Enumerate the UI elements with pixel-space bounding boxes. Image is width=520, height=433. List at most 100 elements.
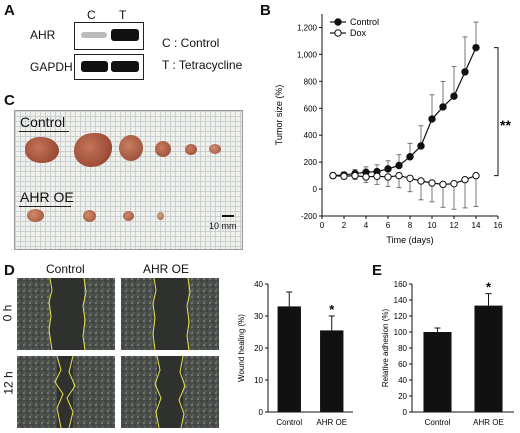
panel-e-letter: E xyxy=(372,262,383,279)
legend-tetracycline: T : Tetracycline xyxy=(162,58,243,72)
x-tick-label: 16 xyxy=(494,221,503,230)
y-tick-label: 30 xyxy=(254,312,263,321)
bar-control xyxy=(277,306,301,412)
panel-a-letter: A xyxy=(4,2,15,19)
gapdh-band-tet xyxy=(111,61,139,72)
scale-label: 10 mm xyxy=(209,221,237,231)
x-tick-label: 10 xyxy=(428,221,437,230)
data-point-dox xyxy=(472,171,480,180)
tumor-control-2 xyxy=(74,133,112,167)
data-point-dox xyxy=(351,171,359,180)
x-tick-label: 2 xyxy=(342,221,347,230)
data-point-control xyxy=(428,115,436,123)
tumor-label-ahr-oe: AHR OE xyxy=(20,189,74,205)
control-underline xyxy=(19,131,69,132)
tumor-control-5 xyxy=(185,144,197,155)
wound-images xyxy=(17,278,219,429)
data-point-control xyxy=(406,153,414,161)
scale-bar xyxy=(222,215,234,217)
y-tick-label: 140 xyxy=(394,296,408,305)
y-tick-label: 0 xyxy=(313,185,318,194)
data-point-dox xyxy=(428,179,436,187)
oe-underline xyxy=(19,206,71,207)
data-point-control xyxy=(472,43,480,52)
tumor-oe-2 xyxy=(83,210,96,222)
wound-ahr-oe-12h xyxy=(121,355,219,429)
wound-control-0h xyxy=(17,278,115,351)
ahr-band-tet xyxy=(111,29,139,41)
wound-control-12h xyxy=(17,355,115,429)
y-tick-label: 0 xyxy=(259,408,264,417)
y-tick-label: 120 xyxy=(394,312,408,321)
row-label-gapdh: GAPDH xyxy=(30,60,73,74)
data-point-control xyxy=(395,161,403,170)
row-label-ahr: AHR xyxy=(30,28,56,42)
data-point-dox xyxy=(340,172,348,180)
data-point-control xyxy=(384,165,392,173)
col-header-ahr-oe: AHR OE xyxy=(143,262,190,276)
tumor-label-control: Control xyxy=(20,114,66,130)
tumor-control-6 xyxy=(209,144,221,154)
tumor-oe-4 xyxy=(157,212,164,220)
x-tick-label: 0 xyxy=(320,221,325,230)
data-point-dox xyxy=(450,179,458,188)
y-tick-label: 200 xyxy=(304,158,318,167)
tumor-oe-1 xyxy=(27,209,44,222)
y-tick-label: 1,200 xyxy=(297,23,318,32)
data-point-control xyxy=(417,142,425,150)
panel-d-letter: D xyxy=(4,262,15,279)
significance-bracket xyxy=(494,47,499,177)
y-tick-label: 60 xyxy=(398,360,407,369)
y-axis-label: Wound healing (%) xyxy=(237,314,246,382)
x-tick-label: Control xyxy=(276,418,302,427)
y-tick-label: 40 xyxy=(398,376,407,385)
data-point-control xyxy=(461,68,469,76)
significance-marker: * xyxy=(329,302,335,317)
x-tick-label: AHR OE xyxy=(473,418,504,427)
bar-control xyxy=(423,332,452,412)
data-point-dox xyxy=(461,175,469,184)
y-tick-label: -200 xyxy=(301,212,318,221)
data-point-dox xyxy=(439,180,447,189)
legend-label: Dox xyxy=(350,28,367,38)
row-label-0h: 0 h xyxy=(0,304,15,322)
data-point-control xyxy=(450,92,458,100)
legend-marker xyxy=(334,29,342,37)
data-point-dox xyxy=(373,172,381,180)
y-tick-label: 0 xyxy=(403,408,408,417)
y-tick-label: 1,000 xyxy=(297,50,318,59)
y-axis-label: Tumor size (%) xyxy=(274,85,284,146)
lane-label-c: C xyxy=(87,8,96,22)
data-point-dox xyxy=(395,171,403,180)
data-point-dox xyxy=(384,173,392,181)
lane-label-t: T xyxy=(119,8,127,22)
legend-label: Control xyxy=(350,17,379,27)
significance-marker: ** xyxy=(500,117,511,133)
wound-ahr-oe-0h xyxy=(121,278,219,351)
bar-ahr-oe xyxy=(474,305,503,412)
data-point-dox xyxy=(362,173,370,181)
x-tick-label: AHR OE xyxy=(316,418,347,427)
wound-healing-chart: 0 10 20 30 40 Wound healing (%) Control AHR OE * xyxy=(237,280,353,427)
panel-c-letter: C xyxy=(4,92,15,109)
data-point-dox xyxy=(417,177,425,185)
y-tick-label: 10 xyxy=(254,376,263,385)
ahr-blot xyxy=(74,22,144,50)
bar-ahr-oe xyxy=(320,330,344,412)
significance-marker: * xyxy=(486,280,492,295)
y-axis-label: Relative adhesion (%) xyxy=(381,309,390,388)
legend-marker xyxy=(334,18,342,26)
gapdh-band-control xyxy=(81,61,108,72)
gapdh-blot xyxy=(74,54,144,80)
tumor-control-3 xyxy=(119,135,143,161)
ahr-band-control xyxy=(81,32,107,38)
y-tick-label: 80 xyxy=(398,344,407,353)
relative-adhesion-chart: 0 20 40 60 80 100 120 140 160 Relative adhesion (… xyxy=(381,280,514,427)
tumor-control-1 xyxy=(25,137,59,163)
y-tick-label: 100 xyxy=(394,328,408,337)
legend-control: C : Control xyxy=(162,36,220,50)
x-tick-label: Control xyxy=(425,418,451,427)
col-header-control: Control xyxy=(46,262,85,276)
x-tick-label: 14 xyxy=(472,221,481,230)
